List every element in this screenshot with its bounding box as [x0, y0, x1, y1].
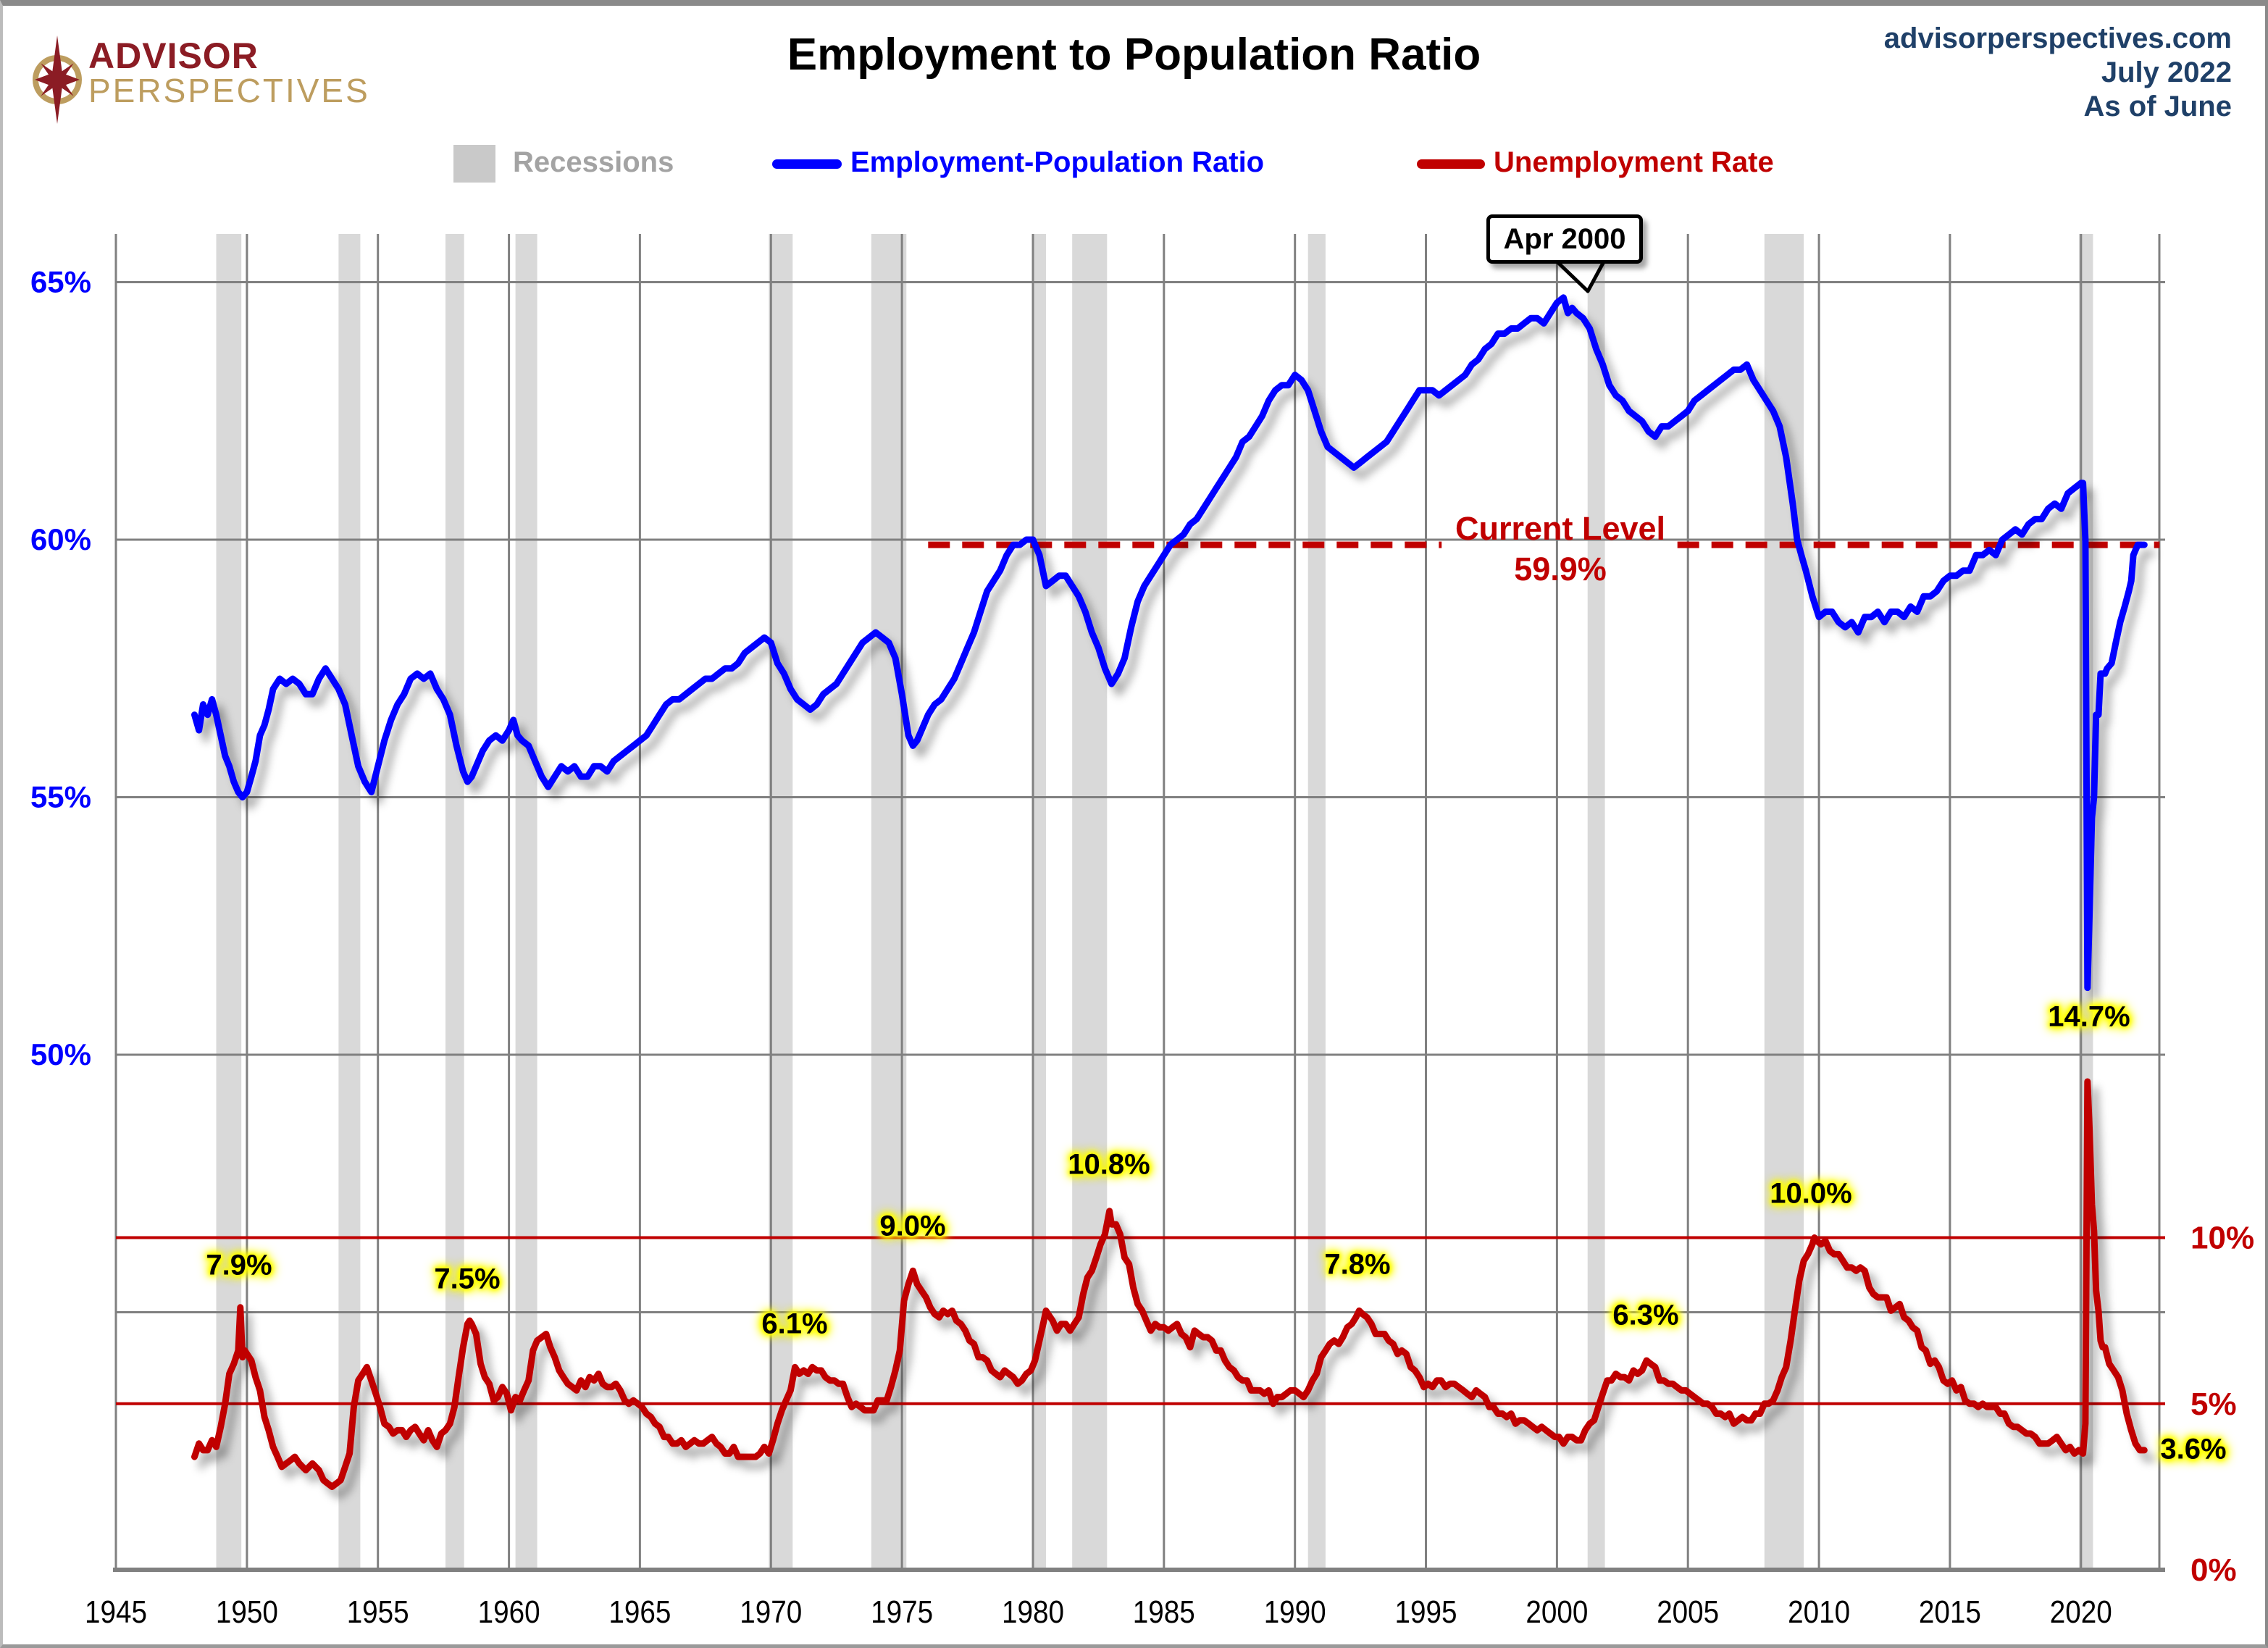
- recession-swatch: [453, 145, 495, 183]
- left-axis-tick-label: 50%: [30, 1037, 91, 1071]
- publication-date: July 2022: [2101, 57, 2232, 88]
- gridlines: [113, 234, 2165, 1572]
- x-axis-tick-label: 1985: [1133, 1594, 1195, 1630]
- peak-annotation: 7.5%: [434, 1263, 501, 1295]
- x-axis-tick-label: 1970: [740, 1594, 802, 1630]
- x-axis-tick-label: 2005: [1657, 1594, 1719, 1630]
- x-axis-tick-label: 2015: [1919, 1594, 1981, 1630]
- recession-bar: [515, 234, 537, 1568]
- peak-annotation: 7.9%: [206, 1249, 272, 1281]
- x-axis-tick-label: 1945: [85, 1594, 147, 1630]
- recession-bar: [1307, 234, 1326, 1568]
- recession-bar: [1587, 234, 1605, 1568]
- legend-label-employment: Employment-Population Ratio: [850, 146, 1265, 178]
- peak-annotation: 9.0%: [879, 1210, 946, 1242]
- compass-icon: [33, 35, 82, 124]
- left-axis-tick-label: 60%: [30, 522, 91, 556]
- data-series: [191, 294, 2148, 1490]
- left-axis-tick-label: 55%: [30, 780, 91, 814]
- unemployment-series: [191, 1078, 2148, 1490]
- employment-line-swatch: [772, 159, 842, 169]
- peak-annotation: 7.8%: [1324, 1248, 1391, 1281]
- current-level-label: Current Level 59.9%: [1415, 509, 1705, 590]
- recession-bar: [1072, 234, 1108, 1568]
- recession-bar: [338, 234, 361, 1568]
- axis-labels: 65% 60% 55% 50% 10% 5% 0% 1945 1950 1955 1960 1965 1…: [30, 265, 2254, 1631]
- x-axis-tick-label: 2010: [1788, 1594, 1850, 1630]
- peak-annotation: 3.6%: [2160, 1433, 2227, 1465]
- page-title: Employment to Population Ratio: [787, 30, 1481, 80]
- advisor-perspectives-logo: ADVISOR PERSPECTIVES: [29, 30, 377, 125]
- logo-text-advisor: ADVISOR: [88, 35, 259, 76]
- recession-bar: [769, 234, 793, 1568]
- x-axis-tick-label: 1975: [871, 1594, 933, 1630]
- x-axis-tick-label: 1995: [1395, 1594, 1457, 1630]
- current-level-text: Current Level: [1455, 510, 1666, 547]
- apr-2000-callout: Apr 2000: [1486, 214, 1643, 264]
- legend-label-recessions: Recessions: [513, 146, 674, 178]
- legend-label-unemployment: Unemployment Rate: [1494, 146, 1774, 178]
- x-axis-tick-label: 1955: [347, 1594, 409, 1630]
- logo-text-perspectives: PERSPECTIVES: [88, 72, 370, 109]
- peak-annotation: 10.8%: [1068, 1148, 1150, 1181]
- peak-annotation: 14.7%: [2048, 1000, 2130, 1033]
- x-axis-tick-label: 1965: [608, 1594, 671, 1630]
- right-axis-tick-label: 10%: [2190, 1221, 2254, 1256]
- current-level-value: 59.9%: [1514, 551, 1607, 587]
- x-axis-tick-label: 1950: [216, 1594, 278, 1630]
- recession-bars: [216, 234, 2093, 1568]
- x-axis-tick-label: 1980: [1002, 1594, 1064, 1630]
- reference-lines: [116, 541, 2165, 1405]
- right-axis-tick-label: 0%: [2190, 1552, 2237, 1588]
- unemployment-line-swatch: [1417, 159, 1485, 169]
- employment-population-series: [191, 294, 2148, 992]
- peak-annotation: 6.1%: [761, 1308, 828, 1340]
- left-axis-tick-label: 65%: [30, 265, 91, 299]
- x-axis-tick-label: 1960: [478, 1594, 540, 1630]
- publication-info: advisorperspectives.com July 2022 As of …: [1884, 22, 2232, 124]
- as-of-label: As of June: [2083, 91, 2232, 122]
- x-axis-tick-label: 2020: [2050, 1594, 2112, 1630]
- right-axis-tick-label: 5%: [2190, 1386, 2237, 1422]
- site-url: advisorperspectives.com: [1883, 22, 2232, 54]
- x-axis-tick-label: 1990: [1264, 1594, 1326, 1630]
- peak-annotation: 6.3%: [1612, 1299, 1679, 1331]
- chart-plot: 65% 60% 55% 50% 10% 5% 0% 1945 1950 1955 1960 1965 1…: [30, 234, 2254, 1631]
- x-axis-tick-label: 2000: [1526, 1594, 1588, 1630]
- peak-annotation: 10.0%: [1770, 1177, 1852, 1210]
